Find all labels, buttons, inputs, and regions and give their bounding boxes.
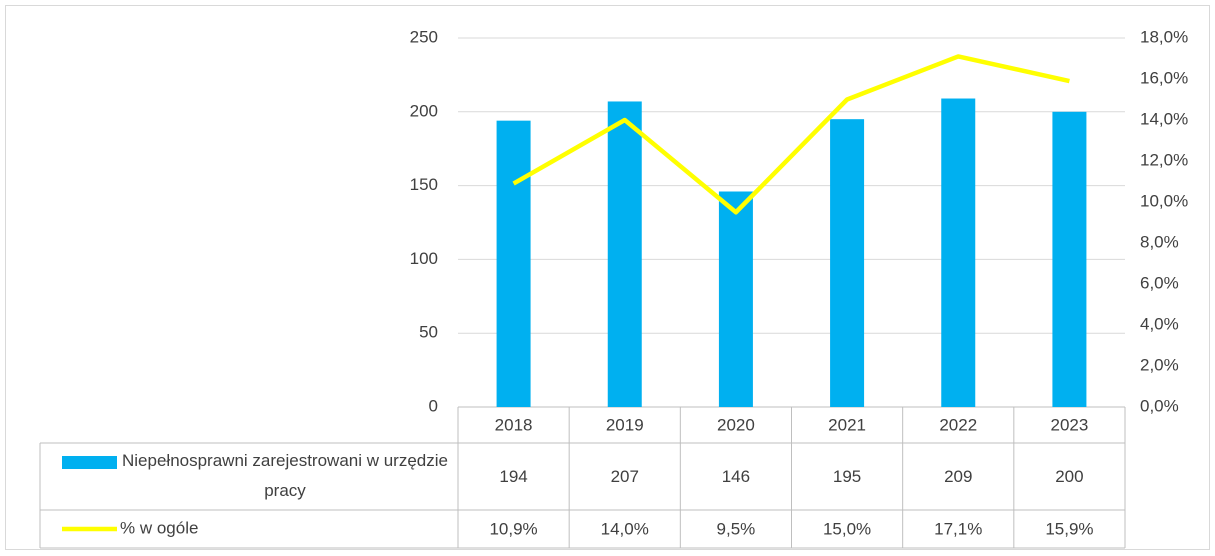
bar <box>496 120 531 407</box>
y-tick-label: 150 <box>410 175 438 194</box>
x-tick-label: 2022 <box>939 415 977 434</box>
y2-tick-label: 12,0% <box>1140 150 1188 169</box>
bar <box>607 101 642 407</box>
table-value: 14,0% <box>601 519 649 538</box>
y2-tick-label: 8,0% <box>1140 232 1179 251</box>
x-tick-label: 2021 <box>828 415 866 434</box>
bar <box>1052 111 1087 408</box>
y-tick-label: 200 <box>410 101 438 120</box>
table-value: 9,5% <box>717 519 756 538</box>
table-value: 209 <box>944 467 972 486</box>
y-tick-label: 0 <box>429 396 438 415</box>
bar <box>718 191 753 407</box>
y-tick-label: 50 <box>419 323 438 342</box>
y-tick-label: 250 <box>410 27 438 46</box>
table-value: 200 <box>1055 467 1083 486</box>
y2-tick-label: 14,0% <box>1140 109 1188 128</box>
table-value: 15,0% <box>823 519 871 538</box>
table-value: 207 <box>611 467 639 486</box>
x-tick-label: 2020 <box>717 415 755 434</box>
table-value: 195 <box>833 467 861 486</box>
legend-label: % w ogóle <box>120 518 198 537</box>
y2-tick-label: 18,0% <box>1140 27 1188 46</box>
legend-label: Niepełnosprawni zarejestrowani w urzędzi… <box>122 451 448 500</box>
y-tick-label: 100 <box>410 249 438 268</box>
y2-tick-label: 10,0% <box>1140 191 1188 210</box>
x-tick-label: 2019 <box>606 415 644 434</box>
x-tick-label: 2018 <box>495 415 533 434</box>
bar <box>941 98 976 408</box>
legend-key <box>62 456 117 469</box>
table-value: 15,9% <box>1045 519 1093 538</box>
table-value: 10,9% <box>489 519 537 538</box>
y2-tick-label: 0,0% <box>1140 396 1179 415</box>
line <box>512 54 1070 215</box>
y2-tick-label: 2,0% <box>1140 355 1179 374</box>
chart-border <box>5 5 1210 550</box>
table-value: 146 <box>722 467 750 486</box>
y2-tick-label: 6,0% <box>1140 273 1179 292</box>
table-value: 17,1% <box>934 519 982 538</box>
y2-tick-label: 16,0% <box>1140 68 1188 87</box>
bar <box>830 119 865 408</box>
y2-tick-label: 4,0% <box>1140 314 1179 333</box>
x-tick-label: 2023 <box>1051 415 1089 434</box>
table-value: 194 <box>499 467 527 486</box>
